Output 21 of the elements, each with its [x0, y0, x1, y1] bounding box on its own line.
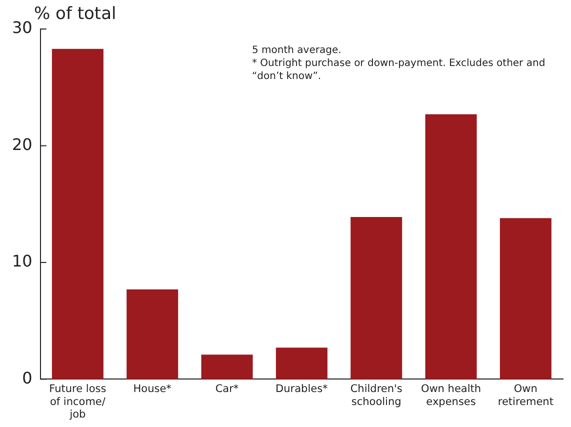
y-tick-label: 0 [22, 368, 32, 388]
y-tick-label: 10 [12, 252, 32, 271]
y-axis-title: % of total [34, 4, 116, 24]
x-tick-label: Children's schooling [350, 383, 402, 408]
x-tick-label: Durables* [276, 383, 328, 396]
annotation: * Outright purchase or down-payment. Excludes other and “don’t know”. [252, 57, 546, 83]
y-tick-label: 20 [12, 134, 32, 154]
bar [52, 48, 104, 380]
bar [276, 348, 328, 380]
x-tick-label: House* [133, 383, 172, 396]
x-tick-label: Car* [215, 383, 239, 396]
bar [425, 114, 477, 380]
x-tick-label: Own health expenses [420, 383, 482, 408]
x-tick-label: Own retirement [498, 383, 554, 408]
x-tick-label: Future loss of income/ job [49, 383, 106, 420]
y-tick-label: 30 [12, 18, 32, 38]
bar [201, 354, 253, 380]
bar [350, 216, 402, 380]
bar [500, 218, 552, 380]
bar [126, 289, 178, 380]
annotation: 5 month average. [252, 44, 342, 57]
